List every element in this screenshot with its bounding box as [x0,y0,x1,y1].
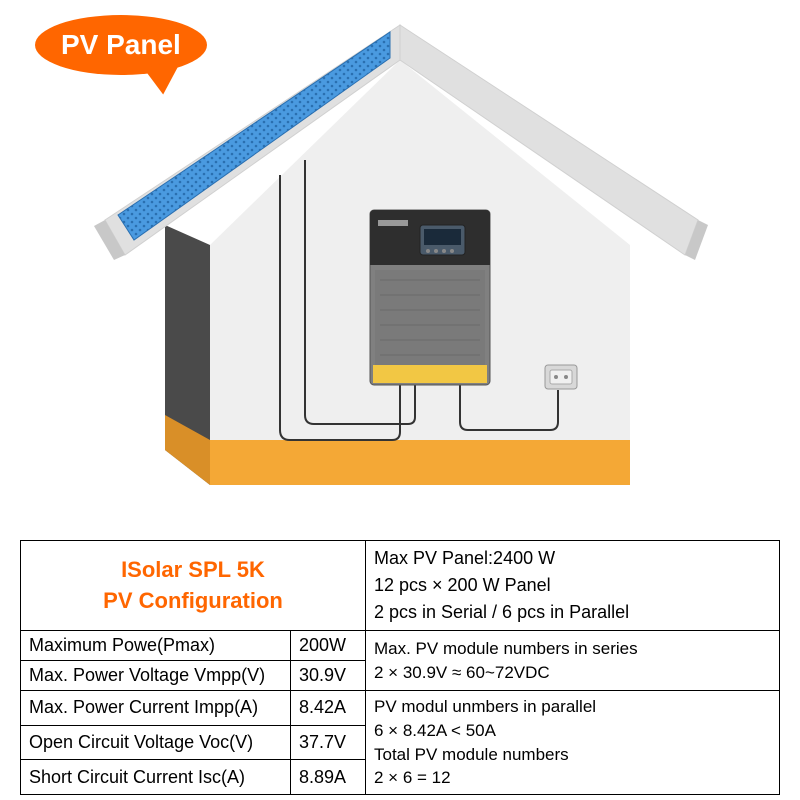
param-value: 200W [291,631,366,661]
summary-line3: 2 pcs in Serial / 6 pcs in Parallel [374,602,629,622]
house-diagram: PV Panel [0,0,800,530]
house-svg [90,20,710,530]
param-row: Max. Power Current Impp(A) 8.42A PV modu… [21,691,780,726]
param-row: Maximum Powe(Pmax) 200W Max. PV module n… [21,631,780,661]
param-value: 8.89A [291,760,366,795]
summary-line2: 12 pcs × 200 W Panel [374,575,551,595]
floor [210,440,630,485]
param-label: Open Circuit Voltage Voc(V) [21,725,291,760]
param-label: Max. Power Voltage Vmpp(V) [21,661,291,691]
title-line2: PV Configuration [103,588,283,613]
header-row: ISolar SPL 5K PV Configuration Max PV Pa… [21,541,780,631]
param-label: Max. Power Current Impp(A) [21,691,291,726]
summary-line1: Max PV Panel:2400 W [374,548,555,568]
notes-block-2: PV modul unmbers in parallel 6 × 8.42A <… [366,691,780,795]
pv-panel-callout: PV Panel [35,15,207,75]
callout-label: PV Panel [61,29,181,60]
param-label: Maximum Powe(Pmax) [21,631,291,661]
config-title-cell: ISolar SPL 5K PV Configuration [21,541,366,631]
param-value: 30.9V [291,661,366,691]
param-value: 8.42A [291,691,366,726]
notes-block-1: Max. PV module numbers in series 2 × 30.… [366,631,780,691]
param-label: Short Circuit Current Isc(A) [21,760,291,795]
title-line1: ISolar SPL 5K [121,557,265,582]
spec-table: ISolar SPL 5K PV Configuration Max PV Pa… [20,540,780,795]
config-summary-cell: Max PV Panel:2400 W 12 pcs × 200 W Panel… [366,541,780,631]
inverter-device [370,210,490,385]
param-value: 37.7V [291,725,366,760]
